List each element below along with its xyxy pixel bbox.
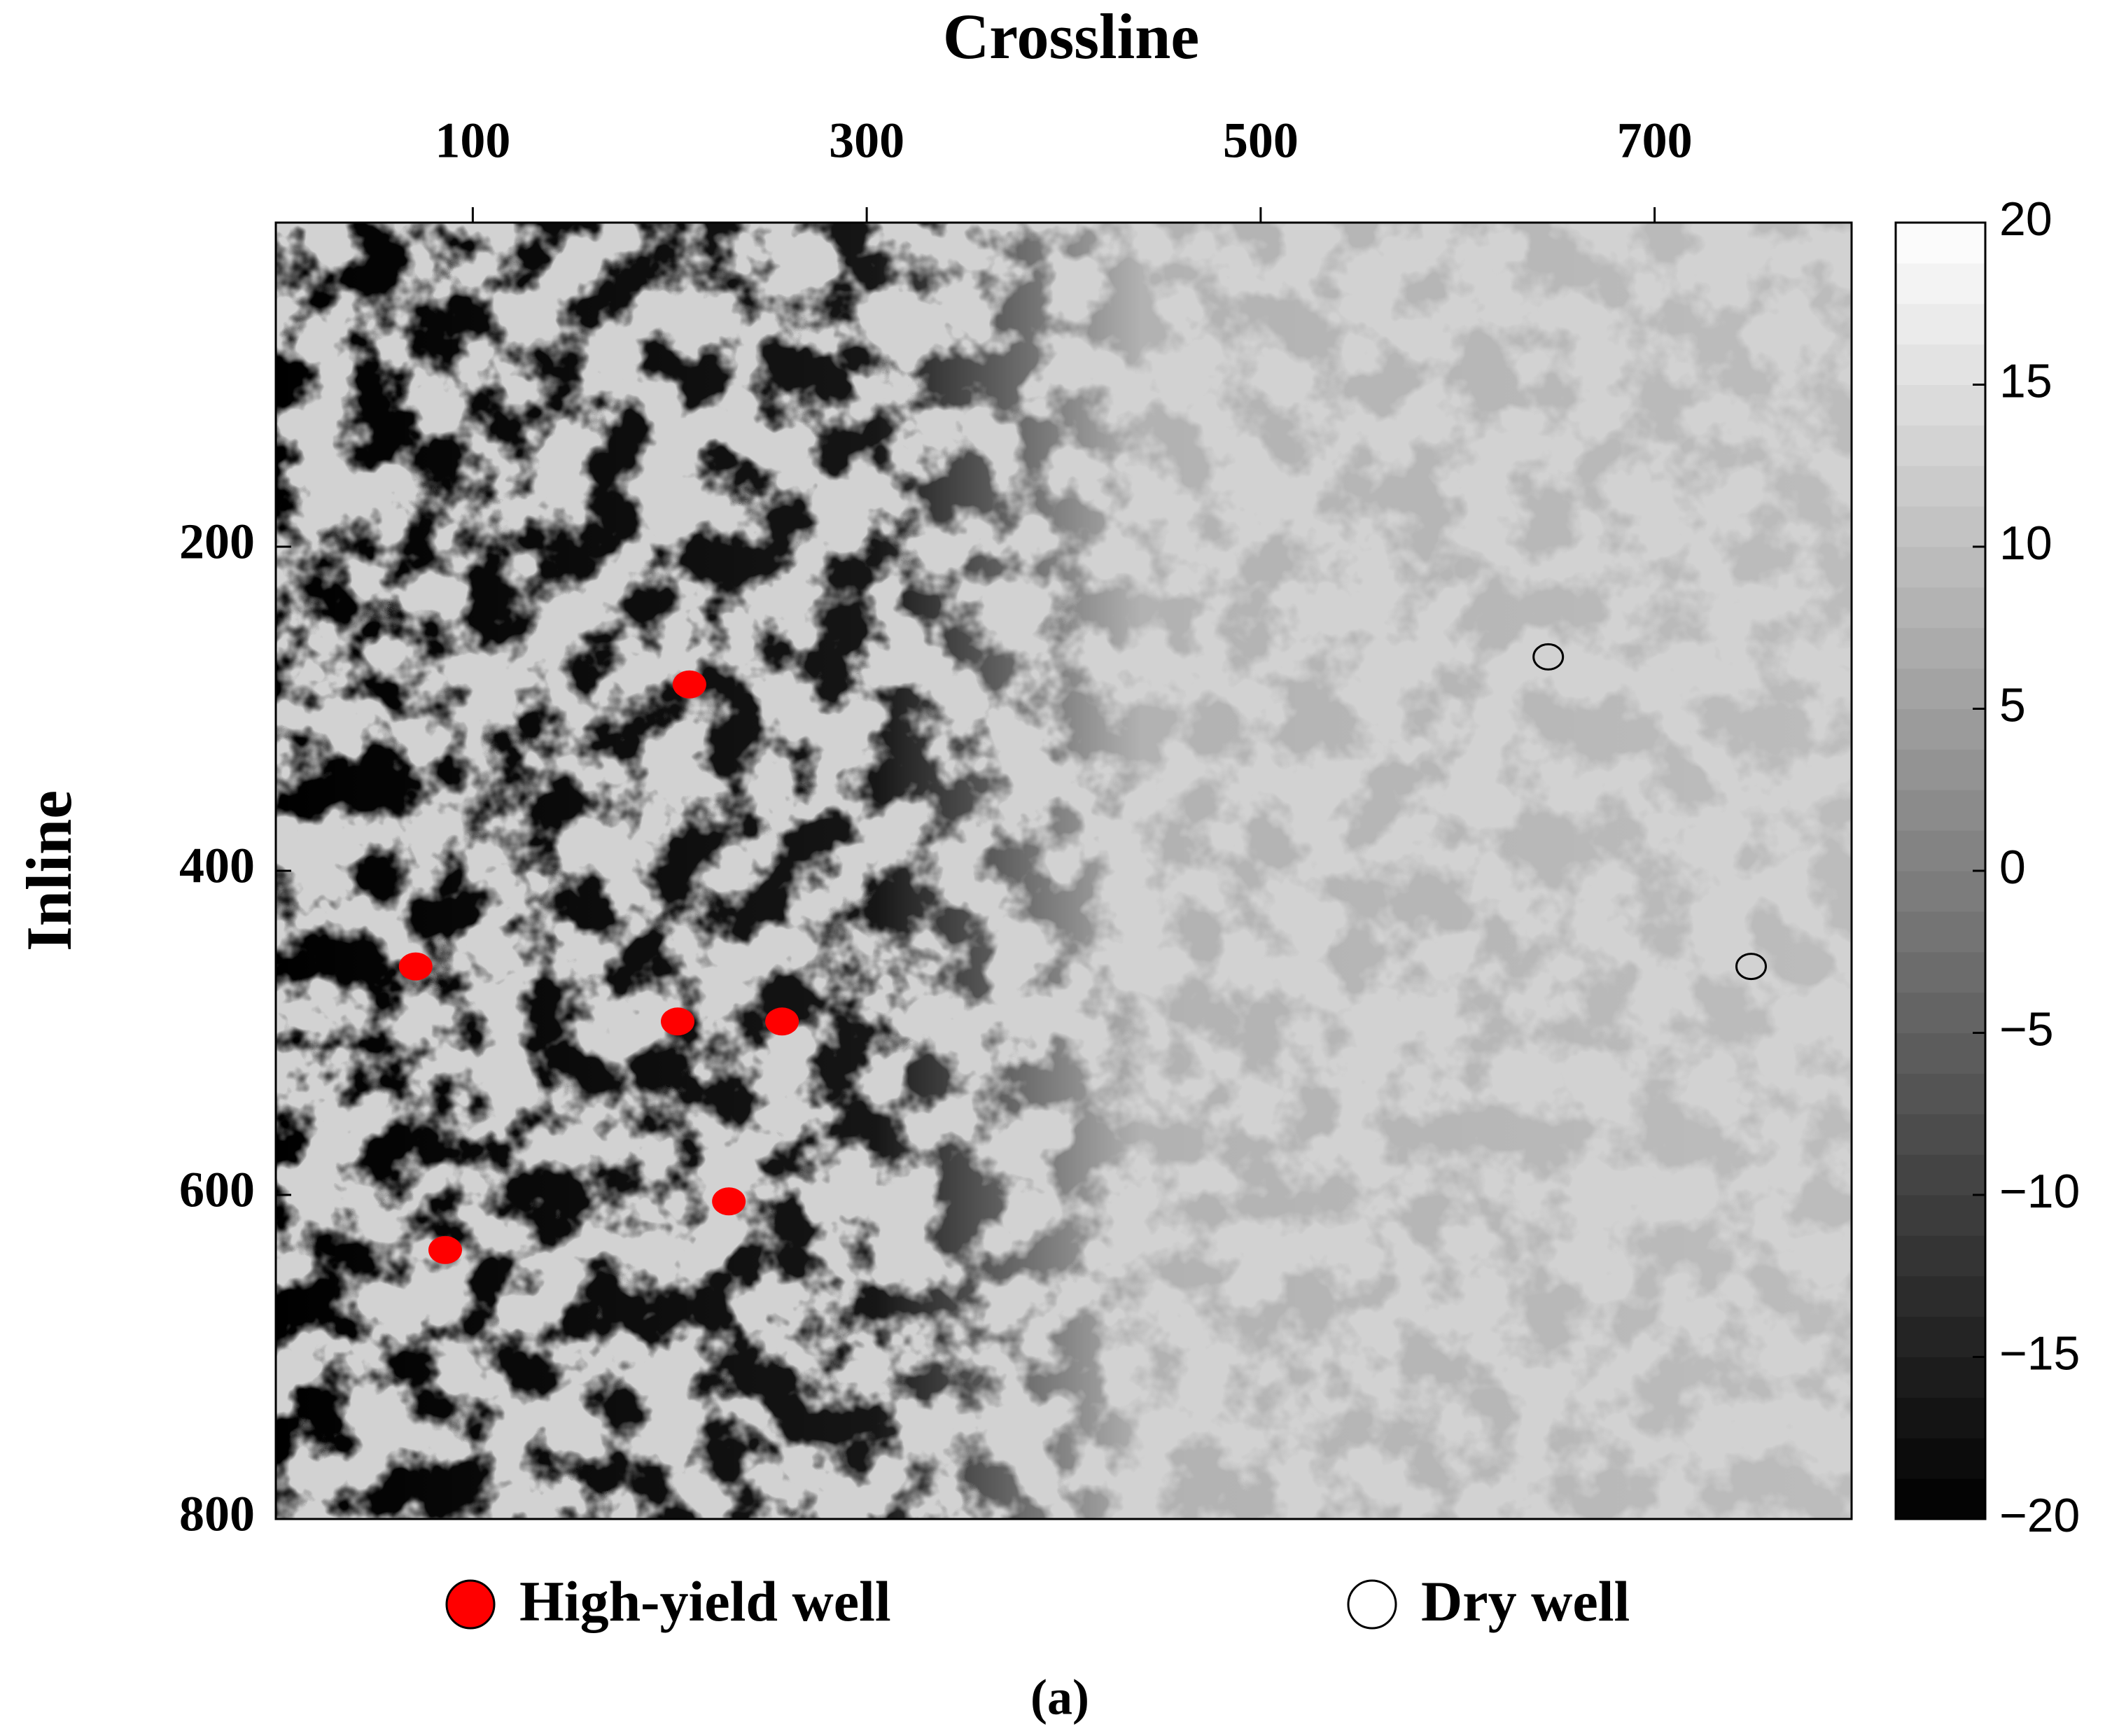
colorbar-tick-label: 5 [1999, 678, 2026, 732]
well-marker [1735, 953, 1767, 981]
caption: (a) [1030, 1670, 1089, 1726]
y-tick-label: 200 [179, 514, 255, 570]
legend-label: Dry well [1421, 1569, 1630, 1633]
well-marker [712, 1187, 746, 1216]
legend-label: High-yield well [519, 1569, 891, 1633]
well-marker [672, 670, 706, 699]
colorbar-step [1896, 344, 1985, 385]
colorbar-tick-label: −20 [1999, 1489, 2080, 1542]
y-tick-label: 400 [179, 838, 255, 894]
colorbar-step [1896, 1195, 1985, 1236]
y-tick-label: 600 [179, 1162, 255, 1218]
colorbar-step [1896, 1154, 1985, 1196]
colorbar-tick-label: 15 [1999, 354, 2052, 407]
colorbar-step [1896, 1114, 1985, 1155]
colorbar-step [1896, 911, 1985, 953]
legend-marker [1347, 1579, 1397, 1630]
colorbar-step [1896, 1316, 1985, 1357]
colorbar-step [1896, 262, 1985, 304]
colorbar-step [1896, 871, 1985, 912]
well-marker [398, 952, 433, 981]
colorbar-step [1896, 1073, 1985, 1114]
well-marker [428, 1236, 462, 1264]
colorbar-step [1896, 830, 1985, 872]
colorbar-step [1896, 1235, 1985, 1277]
colorbar-step [1896, 1397, 1985, 1438]
colorbar-step [1896, 790, 1985, 831]
well-marker [661, 1007, 695, 1036]
seismic-map [276, 223, 1852, 1519]
well-marker [1532, 643, 1565, 671]
colorbar-step [1896, 547, 1985, 588]
well-marker [765, 1007, 799, 1036]
colorbar-step [1896, 425, 1985, 466]
colorbar-step [1896, 587, 1985, 629]
colorbar-step [1896, 627, 1985, 669]
colorbar-step [1896, 1438, 1985, 1479]
colorbar-tick-label: −15 [1999, 1326, 2080, 1380]
colorbar-tick-label: 10 [1999, 517, 2052, 570]
colorbar-step [1896, 708, 1985, 750]
colorbar-tick-label: −5 [1999, 1002, 2054, 1056]
colorbar-step [1896, 1357, 1985, 1398]
colorbar-step [1896, 384, 1985, 426]
x-tick-label: 100 [435, 113, 510, 169]
colorbar-step [1896, 506, 1985, 547]
colorbar-tick-label: −10 [1999, 1165, 2080, 1218]
colorbar-step [1896, 1032, 1985, 1074]
colorbar-tick-label: 0 [1999, 841, 2026, 894]
y-tick-label: 800 [179, 1486, 255, 1542]
legend-marker [445, 1579, 496, 1630]
colorbar-step [1896, 223, 1985, 264]
colorbar-step [1896, 303, 1985, 345]
colorbar-step [1896, 749, 1985, 790]
colorbar-step [1896, 951, 1985, 993]
x-tick-label: 300 [829, 113, 904, 169]
x-axis-title: Crossline [943, 1, 1199, 72]
x-tick-label: 500 [1223, 113, 1299, 169]
colorbar-step [1896, 992, 1985, 1033]
colorbar-step [1896, 668, 1985, 709]
colorbar-step [1896, 465, 1985, 507]
y-axis-title: Inline [13, 790, 85, 951]
colorbar-step [1896, 1478, 1985, 1520]
colorbar-step [1896, 1275, 1985, 1317]
colorbar-tick-label: 20 [1999, 192, 2052, 246]
x-tick-label: 700 [1617, 113, 1693, 169]
